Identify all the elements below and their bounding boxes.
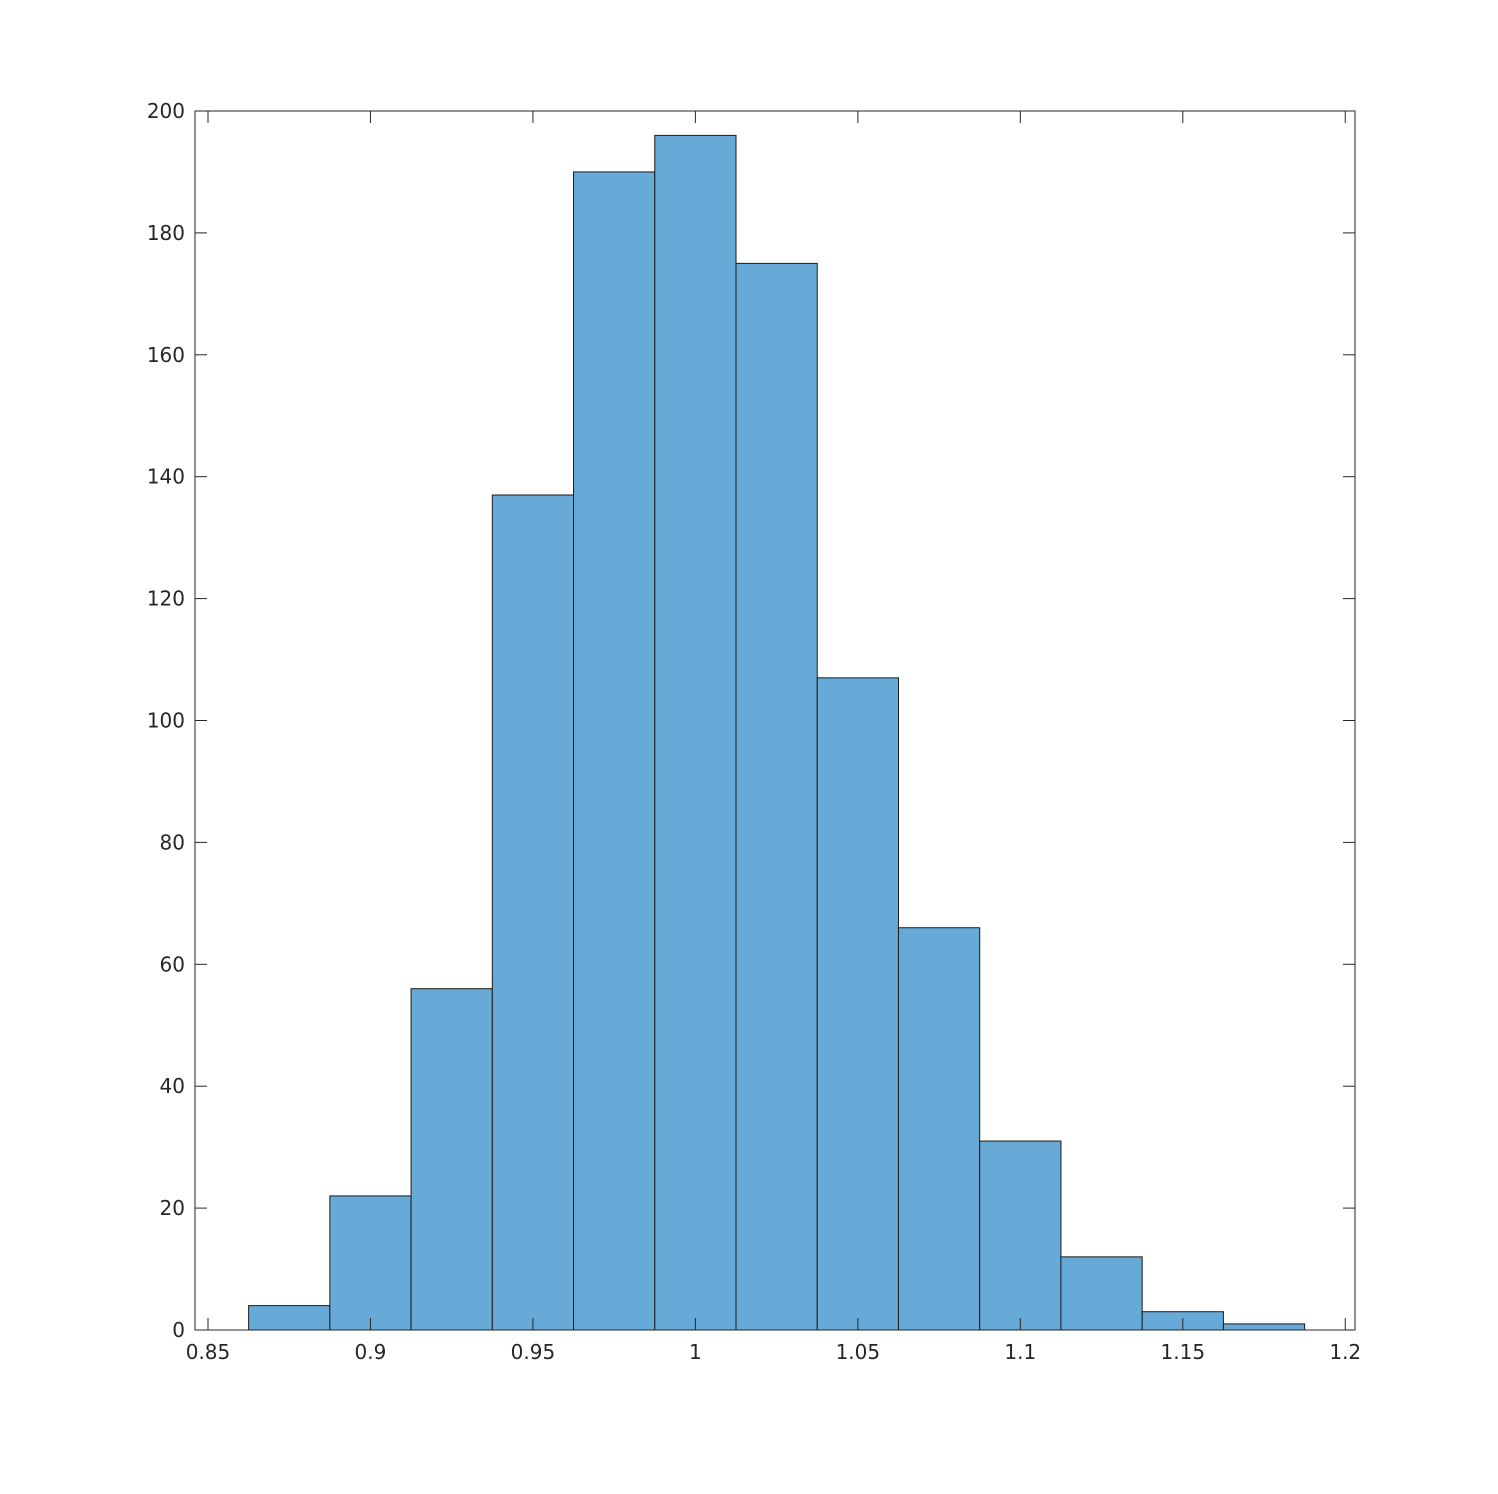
- y-tick-label-2: 40: [160, 1074, 185, 1098]
- plot-frame: [194, 110, 1356, 1331]
- y-tick-label-6: 120: [147, 587, 185, 611]
- histogram-bar-6: [735, 262, 818, 1331]
- y-tick-label-4: 80: [160, 830, 185, 854]
- histogram-bar-12: [1222, 1323, 1306, 1331]
- y-tick-label-5: 100: [147, 709, 185, 733]
- histogram-bar-0: [248, 1305, 331, 1331]
- histogram-bar-1: [329, 1195, 412, 1331]
- y-tick-label-7: 140: [147, 465, 185, 489]
- x-tick-label-0: 0.85: [186, 1340, 231, 1364]
- histogram-bar-2: [410, 988, 493, 1331]
- x-tick-labels: 0.85 0.9 0.95 1 1.05 1.1 1.15 1.2: [186, 1340, 1361, 1364]
- x-tick-label-4: 1.05: [836, 1340, 881, 1364]
- x-tick-label-1: 0.9: [355, 1340, 387, 1364]
- histogram-bar-8: [897, 927, 981, 1331]
- histogram-bar-9: [979, 1140, 1062, 1331]
- y-tick-label-8: 160: [147, 343, 185, 367]
- y-tick-label-9: 180: [147, 221, 185, 245]
- histogram-bar-7: [816, 677, 899, 1331]
- x-tick-label-7: 1.2: [1329, 1340, 1361, 1364]
- histogram-bar-3: [491, 494, 575, 1331]
- histogram-bar-10: [1060, 1256, 1143, 1331]
- y-tick-labels: 0 20 40 60 80 100 120 140 160 180 200: [147, 99, 185, 1342]
- y-tick-label-10: 200: [147, 99, 185, 123]
- x-tick-label-6: 1.15: [1161, 1340, 1206, 1364]
- y-tick-label-3: 60: [160, 952, 185, 976]
- histogram-bar-4: [573, 171, 656, 1331]
- bars-group: [248, 134, 1306, 1331]
- x-tick-label-5: 1.1: [1004, 1340, 1036, 1364]
- x-tick-label-2: 0.95: [511, 1340, 556, 1364]
- y-tick-label-0: 0: [172, 1318, 185, 1342]
- y-tick-label-1: 20: [160, 1196, 185, 1220]
- histogram-bar-5: [654, 134, 737, 1331]
- x-tick-label-3: 1: [689, 1340, 702, 1364]
